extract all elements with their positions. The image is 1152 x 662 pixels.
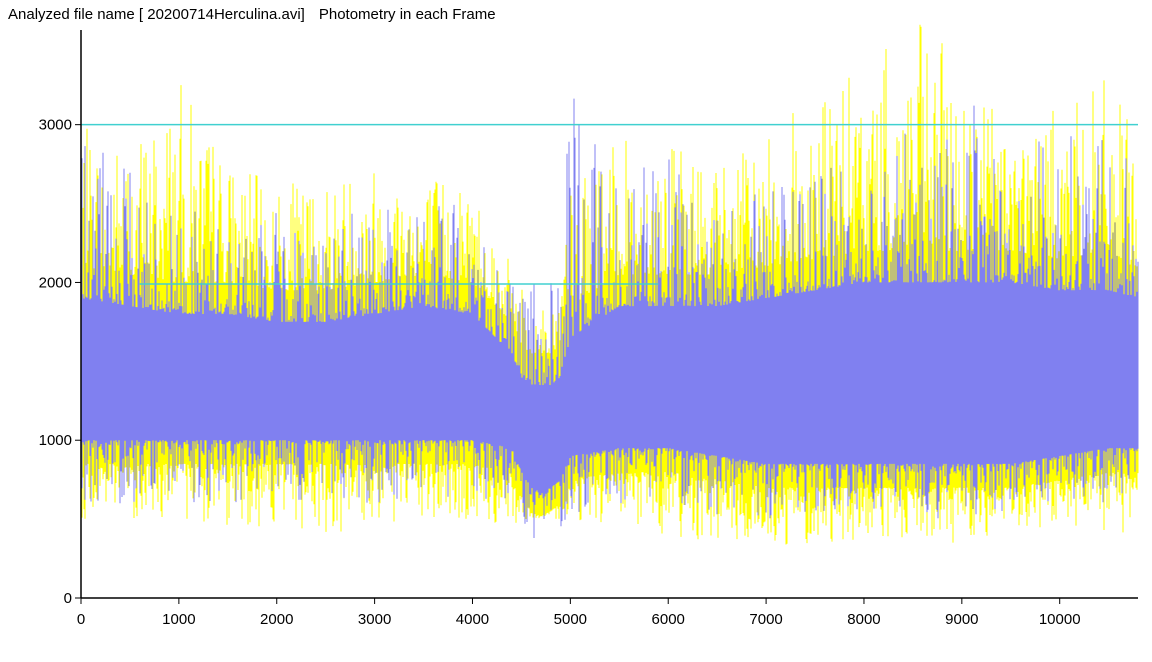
- x-tick-label: 10000: [1039, 611, 1081, 628]
- x-tick-label: 1000: [162, 611, 195, 628]
- reference-lines: [81, 123, 1138, 285]
- x-tick-label: 9000: [945, 611, 978, 628]
- y-tick-label: 3000: [39, 117, 72, 134]
- x-tick-label: 2000: [260, 611, 293, 628]
- x-tick-label: 0: [77, 611, 85, 628]
- x-tick-label: 6000: [652, 611, 685, 628]
- chart-subtitle: Photometry in each Frame: [318, 6, 496, 23]
- x-tick-label: 3000: [358, 611, 391, 628]
- analyzed-file-label: Analyzed file name [ 20200714Herculina.a…: [8, 6, 305, 23]
- y-tick-label: 1000: [39, 432, 72, 449]
- x-tick-label: 5000: [554, 611, 587, 628]
- y-tick-label: 2000: [39, 274, 72, 291]
- x-tick-label: 8000: [847, 611, 880, 628]
- axes: 0 1000 2000 3000 4000 5000 6000 7000 8000 9000 100…: [39, 30, 1138, 628]
- x-tick-label: 4000: [456, 611, 489, 628]
- chart-title-bar: Analyzed file name [ 20200714Herculina.a…: [8, 6, 510, 23]
- x-tick-label: 7000: [749, 611, 782, 628]
- y-tick-label: 0: [64, 590, 72, 607]
